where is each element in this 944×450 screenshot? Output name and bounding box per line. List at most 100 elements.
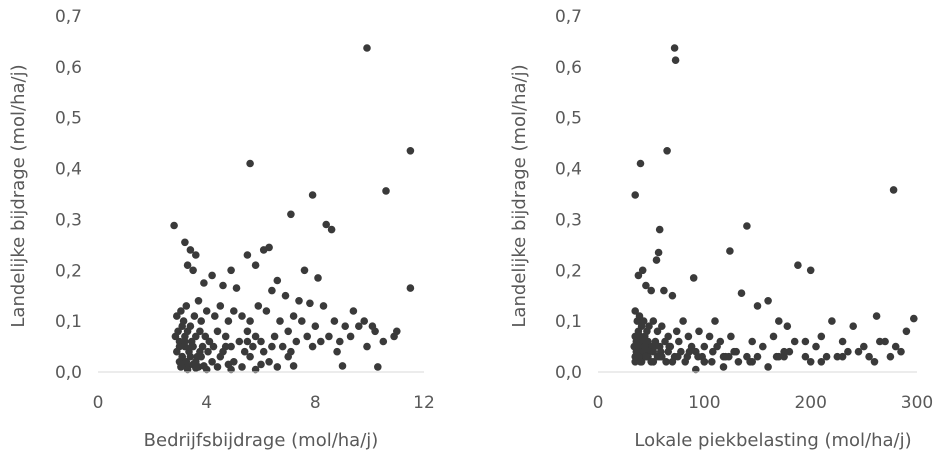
- data-point: [186, 352, 195, 361]
- data-point: [700, 342, 709, 351]
- data-point: [675, 337, 683, 346]
- data-point: [753, 302, 762, 310]
- data-point: [276, 317, 284, 325]
- data-point: [249, 342, 257, 351]
- y-tick-label: 0,7: [55, 7, 82, 27]
- data-point: [273, 276, 282, 285]
- data-point: [196, 347, 204, 356]
- data-point: [287, 210, 295, 219]
- data-point: [289, 362, 298, 370]
- data-point: [668, 358, 677, 366]
- data-point: [371, 327, 379, 336]
- data-point: [238, 312, 246, 320]
- data-point: [817, 358, 826, 366]
- data-point: [186, 246, 195, 254]
- data-point: [860, 342, 868, 351]
- data-point: [174, 327, 182, 336]
- data-point: [910, 314, 918, 323]
- data-point: [775, 317, 783, 325]
- data-point: [663, 147, 671, 155]
- data-point: [284, 327, 293, 336]
- data-point: [338, 362, 347, 370]
- data-point: [631, 307, 639, 315]
- right-x-ticks: 0 100 200 300: [593, 393, 934, 413]
- data-point: [379, 337, 388, 346]
- data-point: [694, 352, 702, 361]
- data-point: [801, 337, 810, 346]
- y-tick-label: 0,0: [555, 363, 582, 383]
- data-point: [647, 286, 655, 295]
- data-point: [327, 225, 336, 234]
- data-point: [642, 352, 650, 361]
- y-tick-label: 0,5: [55, 109, 82, 129]
- data-point: [794, 261, 802, 270]
- data-point: [262, 307, 271, 315]
- data-point: [336, 337, 344, 346]
- data-point: [200, 279, 208, 287]
- data-point: [317, 337, 325, 346]
- data-point: [838, 352, 847, 361]
- data-point: [273, 363, 282, 371]
- data-point: [730, 347, 738, 356]
- left-points: [170, 44, 415, 374]
- data-point: [289, 312, 298, 320]
- data-point: [355, 322, 363, 331]
- data-point: [652, 256, 661, 264]
- left-x-axis-label: Bedrijfsbijdrage (mol/ha/j): [144, 430, 379, 450]
- data-point: [278, 342, 287, 351]
- data-point: [308, 342, 317, 351]
- left-y-axis-label: Landelijke bijdrage (mol/ha/j): [8, 64, 29, 327]
- data-point: [661, 337, 669, 346]
- data-point: [660, 286, 668, 295]
- data-point: [295, 297, 303, 305]
- data-point: [303, 332, 312, 341]
- data-point: [639, 317, 648, 325]
- data-point: [854, 347, 863, 356]
- y-tick-label: 0,2: [555, 261, 582, 281]
- data-point: [181, 337, 189, 346]
- data-point: [224, 317, 233, 325]
- y-tick-label: 0,6: [555, 58, 582, 78]
- data-point: [649, 347, 658, 356]
- data-point: [748, 358, 756, 366]
- data-point: [330, 317, 339, 325]
- data-point: [801, 352, 810, 361]
- data-point: [308, 191, 317, 199]
- data-point: [183, 365, 192, 374]
- data-point: [363, 44, 371, 52]
- data-point: [246, 159, 254, 168]
- right-chart: 0,0 0,1 0,2 0,3 0,4 0,5 0,6 0,7 0 100 200 300 Loka…: [509, 7, 933, 450]
- data-point: [201, 332, 210, 341]
- y-tick-label: 0,7: [555, 7, 582, 27]
- data-point: [197, 317, 205, 325]
- data-point: [292, 337, 301, 346]
- data-point: [655, 225, 664, 234]
- data-point: [235, 337, 244, 346]
- data-point: [259, 347, 268, 356]
- data-point: [221, 332, 230, 341]
- data-point: [889, 186, 898, 194]
- data-point: [645, 322, 653, 331]
- data-point: [737, 289, 746, 298]
- data-point: [721, 352, 730, 361]
- data-point: [785, 347, 794, 356]
- data-point: [672, 327, 681, 336]
- data-point: [251, 365, 260, 374]
- data-point: [178, 322, 186, 331]
- data-point: [322, 220, 331, 229]
- data-point: [764, 363, 772, 371]
- data-point: [708, 358, 716, 366]
- data-point: [662, 358, 670, 366]
- x-tick-label: 100: [688, 393, 720, 413]
- data-point: [183, 327, 192, 336]
- data-point: [246, 317, 254, 325]
- data-point: [311, 322, 320, 331]
- data-point: [726, 247, 734, 255]
- left-chart: 0,0 0,1 0,2 0,3 0,4 0,5 0,6 0,7 0 4 8 12 Bedrijfsb…: [8, 7, 435, 450]
- data-point: [230, 307, 238, 315]
- data-point: [683, 352, 692, 361]
- data-point: [780, 352, 788, 361]
- left-x-ticks: 0 4 8 12: [93, 393, 435, 413]
- data-point: [192, 251, 200, 259]
- data-point: [325, 332, 333, 341]
